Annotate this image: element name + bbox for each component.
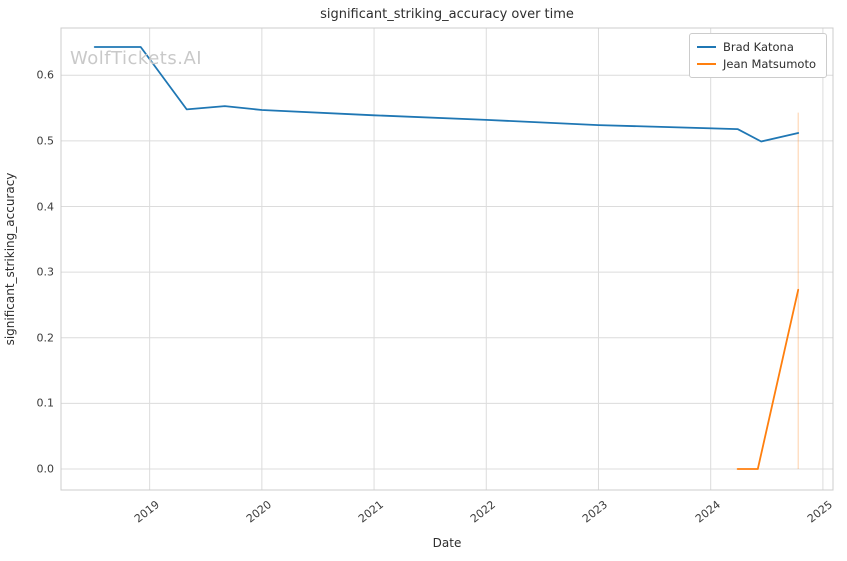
legend-item: Jean Matsumoto xyxy=(697,55,818,72)
y-tick-label: 0.5 xyxy=(36,134,55,148)
legend-line-swatch xyxy=(697,45,716,48)
y-tick-label: 0.3 xyxy=(36,265,55,279)
legend-label: Brad Katona xyxy=(723,39,794,54)
legend-label: Jean Matsumoto xyxy=(723,56,816,71)
y-tick-label: 0.6 xyxy=(36,68,55,82)
y-tick-label: 0.1 xyxy=(36,396,55,410)
y-tick-label: 0.0 xyxy=(36,462,55,476)
chart-title: significant_striking_accuracy over time xyxy=(320,7,574,22)
series-line-brad-katona xyxy=(93,46,800,143)
y-tick-label: 0.4 xyxy=(36,200,55,213)
plot-border xyxy=(60,27,834,491)
y-tick-label: 0.2 xyxy=(36,331,55,345)
legend-item: Brad Katona xyxy=(697,38,818,55)
x-axis-label: Date xyxy=(432,536,462,550)
legend-line-swatch xyxy=(697,62,716,65)
series-line-jean-matsumoto xyxy=(736,288,800,470)
y-axis-label: significant_striking_accuracy xyxy=(3,172,17,346)
legend: Brad Katona Jean Matsumoto xyxy=(689,33,827,78)
watermark-text: WolfTickets.AI xyxy=(70,48,203,69)
